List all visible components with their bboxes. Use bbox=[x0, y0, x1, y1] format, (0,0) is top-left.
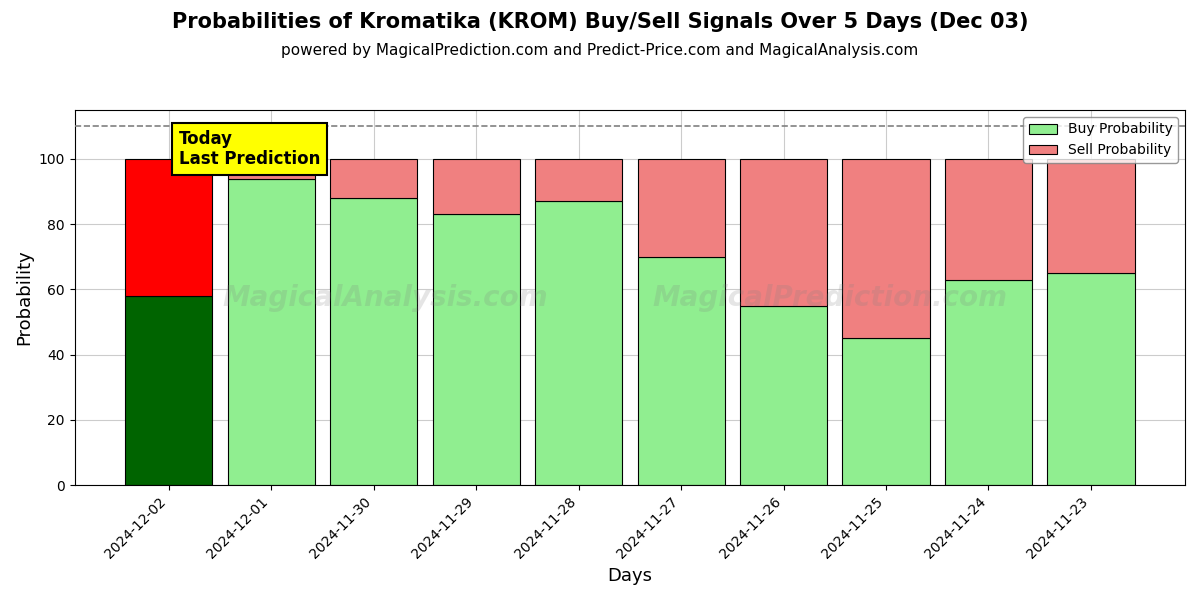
Bar bbox=[535, 159, 622, 202]
Bar bbox=[637, 257, 725, 485]
Bar bbox=[944, 159, 1032, 280]
Y-axis label: Probability: Probability bbox=[16, 250, 34, 346]
Bar bbox=[330, 198, 418, 485]
Bar bbox=[228, 179, 314, 485]
Text: powered by MagicalPrediction.com and Predict-Price.com and MagicalAnalysis.com: powered by MagicalPrediction.com and Pre… bbox=[281, 43, 919, 58]
Bar bbox=[842, 338, 930, 485]
Bar bbox=[740, 306, 827, 485]
Bar bbox=[944, 280, 1032, 485]
Bar bbox=[228, 159, 314, 179]
Text: MagicalAnalysis.com: MagicalAnalysis.com bbox=[223, 284, 548, 311]
Bar bbox=[330, 159, 418, 198]
Bar bbox=[1048, 273, 1134, 485]
Text: Probabilities of Kromatika (KROM) Buy/Sell Signals Over 5 Days (Dec 03): Probabilities of Kromatika (KROM) Buy/Se… bbox=[172, 12, 1028, 32]
Bar bbox=[125, 296, 212, 485]
Bar bbox=[125, 159, 212, 296]
Bar bbox=[1048, 159, 1134, 273]
Bar bbox=[535, 202, 622, 485]
Bar bbox=[432, 159, 520, 214]
Text: Today
Last Prediction: Today Last Prediction bbox=[179, 130, 320, 169]
Legend: Buy Probability, Sell Probability: Buy Probability, Sell Probability bbox=[1024, 117, 1178, 163]
X-axis label: Days: Days bbox=[607, 567, 653, 585]
Bar bbox=[842, 159, 930, 338]
Bar bbox=[740, 159, 827, 306]
Text: MagicalPrediction.com: MagicalPrediction.com bbox=[652, 284, 1007, 311]
Bar bbox=[637, 159, 725, 257]
Bar bbox=[432, 214, 520, 485]
